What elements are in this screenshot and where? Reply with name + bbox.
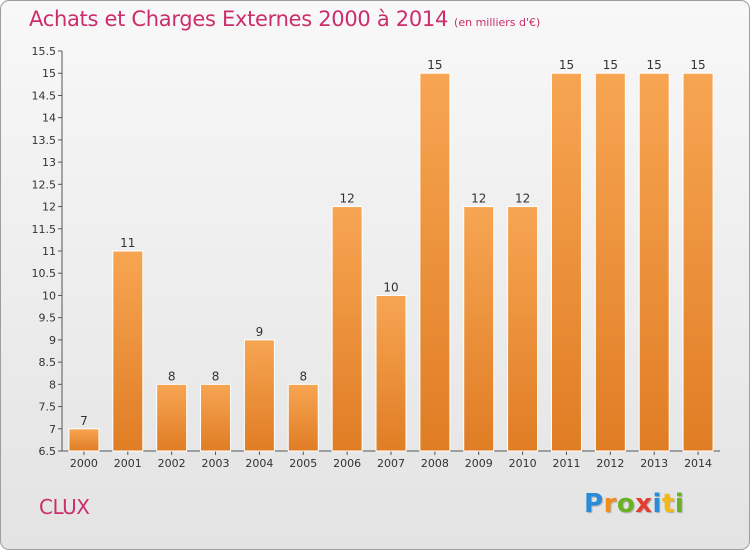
data-label-2002: 8: [168, 369, 176, 383]
x-tick-label: 2012: [596, 457, 624, 470]
data-label-2012: 15: [603, 58, 618, 72]
data-label-2008: 15: [427, 58, 442, 72]
bars: [68, 72, 714, 452]
x-tick-label: 2013: [640, 457, 668, 470]
bar-2003: [200, 383, 232, 452]
y-tick-label: 14.5: [32, 89, 57, 102]
y-tick-label: 10: [42, 289, 56, 302]
y-tick-label: 12: [42, 201, 56, 214]
bar-2012: [594, 72, 626, 452]
x-tick-label: 2010: [509, 457, 537, 470]
y-tick-label: 6.5: [39, 445, 57, 458]
bar-2005: [287, 383, 319, 452]
bar-2010: [507, 206, 539, 452]
proxiti-logo[interactable]: Proxiti: [584, 489, 685, 519]
y-axis: 6.5 7 7.5 8 8.5 9 9.5 10 10.5 11 11.5 12 12.5 13 13.5 1…: [32, 45, 63, 458]
y-tick-label: 8: [49, 378, 56, 391]
commune-name: CLUX: [39, 495, 90, 519]
x-tick-label: 2006: [333, 457, 361, 470]
x-tick-label: 2003: [202, 457, 230, 470]
data-label-2005: 8: [299, 369, 307, 383]
x-tick-label: 2004: [245, 457, 273, 470]
bar-2011: [550, 72, 582, 452]
bar-2006: [331, 206, 363, 452]
data-label-2006: 12: [339, 192, 354, 206]
x-tick-label: 2007: [377, 457, 405, 470]
x-tick-label: 2011: [552, 457, 580, 470]
y-tick-label: 12.5: [32, 178, 57, 191]
y-tick-label: 14: [42, 112, 56, 125]
bar-2001: [112, 250, 144, 452]
bar-2004: [243, 339, 275, 452]
x-tick-label: 2001: [114, 457, 142, 470]
bar-2002: [156, 383, 188, 452]
data-label-2004: 9: [256, 325, 264, 339]
chart-title: Achats et Charges Externes 2000 à 2014 (e…: [29, 7, 540, 31]
y-tick-label: 13.5: [32, 134, 57, 147]
y-tick-label: 7.5: [39, 401, 57, 414]
x-tick-label: 2008: [421, 457, 449, 470]
y-tick-label: 15.5: [32, 45, 57, 58]
y-tick-label: 10.5: [32, 267, 57, 280]
bar-2008: [419, 72, 451, 452]
x-tick-label: 2014: [684, 457, 712, 470]
bar-2013: [638, 72, 670, 452]
y-tick-label: 8.5: [39, 356, 57, 369]
data-labels: 7 11 8 8 9 8 12 10 15 12 12 15 15 15 15: [80, 58, 706, 428]
x-tick-label: 2009: [465, 457, 493, 470]
y-tick-label: 15: [42, 67, 56, 80]
data-label-2001: 11: [120, 236, 135, 250]
x-tick-label: 2005: [289, 457, 317, 470]
data-label-2011: 15: [559, 58, 574, 72]
data-label-2000: 7: [80, 414, 88, 428]
bar-2009: [463, 206, 495, 452]
x-tick-label: 2002: [158, 457, 186, 470]
y-tick-label: 7: [49, 423, 56, 436]
data-label-2007: 10: [383, 280, 398, 294]
chart-subtitle: (en milliers d'€): [454, 16, 541, 29]
y-tick-label: 11: [42, 245, 56, 258]
data-label-2013: 15: [647, 58, 662, 72]
bar-2014: [682, 72, 714, 452]
chart-title-text: Achats et Charges Externes 2000 à 2014: [29, 7, 449, 31]
y-tick-label: 9.5: [39, 312, 57, 325]
y-tick-label: 13: [42, 156, 56, 169]
bar-2007: [375, 294, 407, 452]
data-label-2009: 12: [471, 192, 486, 206]
y-tick-label: 11.5: [32, 223, 57, 236]
data-label-2014: 15: [690, 58, 705, 72]
data-label-2010: 12: [515, 192, 530, 206]
data-label-2003: 8: [212, 369, 220, 383]
x-axis: 2000 2001 2002 2003 2004 2005 2006 2007 2008 2009…: [62, 450, 720, 470]
x-tick-label: 2000: [70, 457, 98, 470]
bar-2000: [68, 428, 100, 452]
y-tick-label: 9: [49, 334, 56, 347]
